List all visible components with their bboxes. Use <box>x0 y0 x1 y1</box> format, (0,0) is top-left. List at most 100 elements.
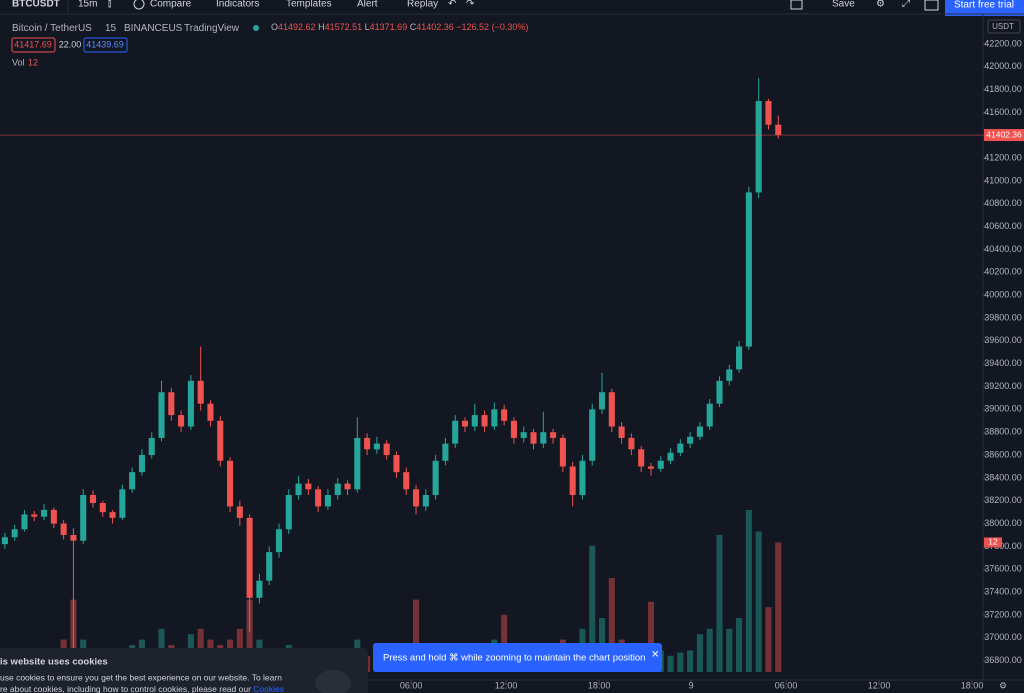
axis-settings[interactable]: ⚙ <box>999 680 1007 690</box>
price-badge <box>984 129 1024 142</box>
trial-label[interactable]: Start free trial <box>954 0 1014 11</box>
candle-body <box>550 432 557 438</box>
market-status <box>253 25 259 31</box>
candle-body <box>109 512 116 518</box>
candle-body <box>354 437 361 490</box>
volume-label: Vol <box>12 57 25 67</box>
candle-body <box>227 460 234 507</box>
templates-button[interactable]: Templates <box>286 0 332 10</box>
candle-body <box>285 495 292 530</box>
volume-bar <box>706 628 713 672</box>
symbol-description: Bitcoin / TetherUS 15 BINANCEUS TradingV… <box>12 23 240 34</box>
currency-selector[interactable] <box>987 19 1021 34</box>
replay-button[interactable]: Replay <box>407 0 438 10</box>
ask-box[interactable] <box>83 37 128 53</box>
candle-body <box>745 192 752 347</box>
candle-body <box>236 506 243 518</box>
candle-body <box>765 101 772 125</box>
volume-bar <box>755 531 762 672</box>
layout-button[interactable] <box>790 0 803 10</box>
undo-button[interactable]: ↶ <box>448 0 456 10</box>
symbol-button[interactable]: BTCUSDT <box>12 0 60 10</box>
volume-badge <box>984 537 1002 548</box>
toast-close[interactable]: ✕ <box>651 650 659 661</box>
y-tick-label: 41600.00 <box>984 107 1022 117</box>
candle-body <box>364 437 371 450</box>
candle-body <box>344 483 351 490</box>
x-tick-label: 18:00 <box>961 680 984 690</box>
ohlc-values: O41492.62 H41572.51 L41371.69 C41402.36 … <box>271 22 528 32</box>
chart-style-icon[interactable]: ⫾ <box>108 0 111 10</box>
cookie-link[interactable]: Cookies <box>253 684 284 693</box>
screenshot-button[interactable] <box>924 0 939 11</box>
ask-price[interactable]: 41439.69 <box>86 39 124 49</box>
volume-bar <box>677 652 684 672</box>
candle-body <box>559 437 566 467</box>
volume-value: 12 <box>28 57 38 67</box>
fullscreen-button[interactable]: ⤢ <box>902 0 910 10</box>
y-tick-label: 42200.00 <box>984 38 1022 48</box>
y-tick-label: 36800.00 <box>984 655 1022 665</box>
candle-body <box>589 409 596 461</box>
candle-body <box>510 420 517 438</box>
y-tick-label: 37200.00 <box>984 609 1022 619</box>
candle-body <box>530 432 537 444</box>
candle-body <box>373 443 380 450</box>
x-tick-label: 9 <box>689 680 694 690</box>
candle-body <box>11 529 18 538</box>
cookie-icon <box>315 670 351 693</box>
toast-bg <box>373 643 662 672</box>
candle-body <box>716 380 723 404</box>
interval-button[interactable]: 15m <box>78 0 97 10</box>
volume-bar <box>246 599 253 672</box>
bid-price[interactable]: 41417.69 <box>14 39 52 49</box>
candle-body <box>422 495 429 507</box>
toolbar: BTCUSDT 15m ⫾ Compare Indicators Templat… <box>0 0 1024 16</box>
trial-button[interactable] <box>945 0 1024 16</box>
y-tick-label: 42000.00 <box>984 61 1022 71</box>
candle-body <box>608 392 615 427</box>
candle-body <box>638 449 645 467</box>
settings-button[interactable]: ⚙ <box>876 0 885 10</box>
open-prefix: O <box>271 22 278 32</box>
redo-button[interactable]: ↷ <box>466 0 475 10</box>
indicators-button[interactable]: Indicators <box>216 0 259 10</box>
candle-body <box>471 415 478 427</box>
cookie-text-line: re about cookies, including how to contr… <box>0 684 251 693</box>
candle-body <box>41 509 48 517</box>
volume-bar <box>726 628 733 672</box>
candle-body <box>315 489 322 507</box>
x-tick-label: 12:00 <box>868 680 891 690</box>
toast: Press and hold ⌘ while zooming to mainta… <box>373 643 662 672</box>
y-tick-label: 38600.00 <box>984 449 1022 459</box>
candle-body <box>80 495 87 541</box>
compare-button[interactable]: Compare <box>150 0 192 10</box>
candle-body <box>481 415 488 427</box>
candle-body <box>256 580 263 598</box>
cookie-banner-bg <box>0 648 368 693</box>
alert-button[interactable]: Alert <box>357 0 378 10</box>
y-tick-label: 39200.00 <box>984 381 1022 391</box>
price-badge-label: 41402.36 <box>986 129 1022 139</box>
spread: 22.00 <box>59 39 82 49</box>
y-tick-label: 37400.00 <box>984 586 1022 596</box>
candle-body <box>696 426 703 437</box>
candle-body <box>138 455 145 473</box>
volume-badge-label: 12 <box>988 537 998 547</box>
legend: Bitcoin / TetherUS 15 BINANCEUS TradingV… <box>11 22 528 67</box>
save-button[interactable]: Save <box>832 0 855 10</box>
candle-body <box>598 392 606 410</box>
symbol-name: Bitcoin / TetherUS <box>12 23 92 34</box>
volume-bar <box>775 542 782 672</box>
currency-label[interactable]: USDT <box>992 22 1014 31</box>
toolbar-bg <box>0 0 1024 13</box>
volume-bar <box>696 634 703 672</box>
cookie-title: is website uses cookies <box>0 657 108 668</box>
bid-box[interactable] <box>11 37 56 53</box>
candle-body <box>726 369 733 381</box>
candle-body <box>520 432 527 438</box>
volume-bar <box>765 607 772 672</box>
volume-bar <box>667 655 674 672</box>
